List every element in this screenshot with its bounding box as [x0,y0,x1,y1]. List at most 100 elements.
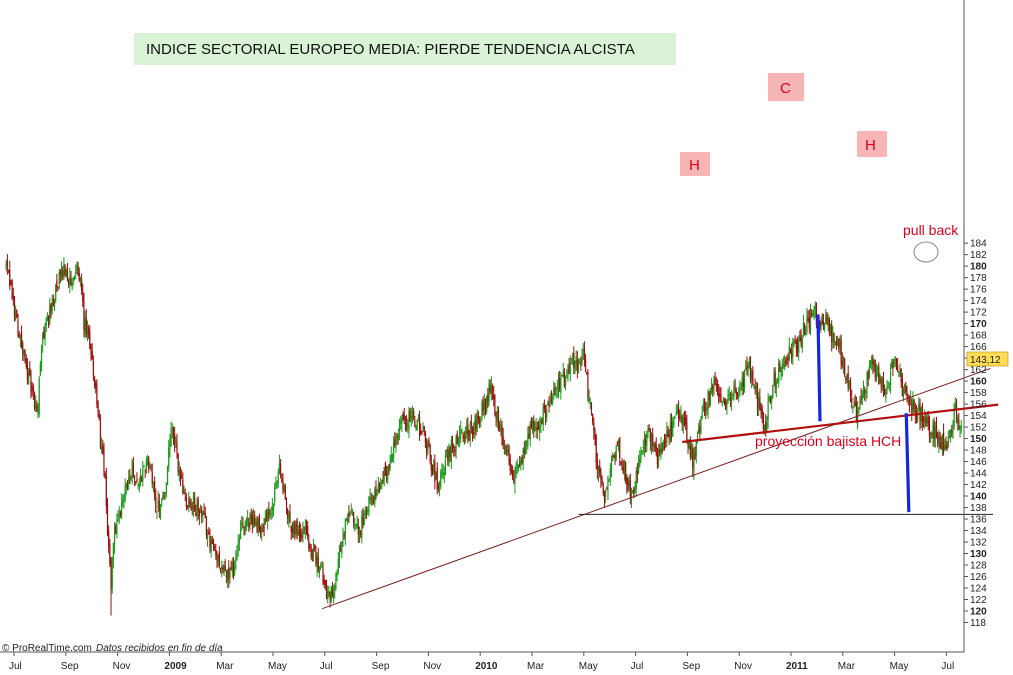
candle-body [111,559,113,589]
candle-body [575,356,577,363]
candle-body [129,477,131,479]
candle-body [126,485,129,487]
candle-body [563,370,565,387]
candle-body [801,337,803,349]
candle-body [499,426,501,428]
candle-body [68,281,70,285]
candle-body [118,514,120,518]
candle-body [229,568,231,577]
candle-body [559,377,561,390]
candle-body [552,398,554,403]
candle-body [110,561,112,589]
candle-body [283,485,285,490]
y-tick-label: 140 [970,492,987,503]
candle-body [815,303,817,325]
candle-body [486,396,488,413]
candle-body [42,332,44,344]
candle-body [327,590,329,600]
candle-body [891,361,893,368]
candle-body [791,351,793,359]
candle-body [301,534,303,539]
candle-body [356,523,358,528]
candle-body [648,427,650,431]
candle-body [663,441,666,444]
candle-body [647,430,649,433]
candle-body [953,404,955,426]
candle-body [218,552,220,566]
candle-body [534,426,536,428]
candle-body [241,523,243,525]
candle-body [666,431,668,443]
candle-body [882,380,885,392]
candle-body [121,502,123,516]
y-axis: 1181201221241261281301321341361381401421… [963,0,987,652]
candle-body [554,387,556,392]
candle-body [493,394,495,399]
candle-body [318,567,321,575]
candle-body [503,448,505,450]
candle-body [35,403,37,408]
candle-body [544,412,547,417]
candle-body [941,434,943,452]
candle-body [716,384,719,392]
candle-body [52,298,54,306]
candle-body [370,498,372,500]
candle-body [592,413,594,422]
candle-body [235,557,237,562]
candle-body [337,558,339,572]
candle-body [676,409,679,411]
candle-body [123,498,125,501]
candle-body [36,406,38,412]
candle-body [519,463,521,467]
candle-body [636,470,639,475]
y-tick-label: 162 [970,365,987,376]
candle-body [310,549,312,558]
candle-body [347,516,349,523]
candle-body [148,457,150,470]
candle-body [65,269,67,278]
candle-body [795,341,797,350]
candle-body [899,368,901,376]
candle-body [115,526,117,534]
candle-body [905,385,907,392]
candle-body [925,416,927,426]
candle-body [280,464,282,476]
candle-body [576,359,578,370]
candle-body [434,461,436,483]
candle-body [63,263,65,279]
candle-body [772,385,774,399]
candle-body [665,441,667,443]
candle-body [221,567,223,569]
candle-body [808,317,810,329]
candle-body [30,374,32,392]
candle-body [448,451,450,464]
candle-body [878,366,880,385]
candle-body [360,531,362,535]
candle-body [164,492,166,494]
candle-body [758,398,760,408]
x-tick-label: Sep [682,661,700,672]
y-tick-label: 174 [970,296,987,307]
candle-body [778,362,780,383]
candle-body [39,364,41,375]
candle-body [612,455,614,461]
footer-source: © ProRealTime.com [2,643,92,654]
candle-body [510,469,513,471]
candle-body [284,485,286,500]
candle-body [259,526,262,535]
candle-body [900,368,902,383]
candle-body [388,464,390,466]
candle-body [11,280,13,299]
candle-body [955,405,958,421]
candle-body [142,468,144,481]
candle-body [328,591,330,595]
candle-body [29,367,31,375]
candle-body [555,388,557,390]
candle-body [203,511,205,514]
candle-body [756,382,759,408]
candle-body [450,439,452,461]
candle-body [268,509,270,516]
candle-body [99,421,102,448]
candle-body [155,496,157,512]
candle-body [763,424,766,431]
